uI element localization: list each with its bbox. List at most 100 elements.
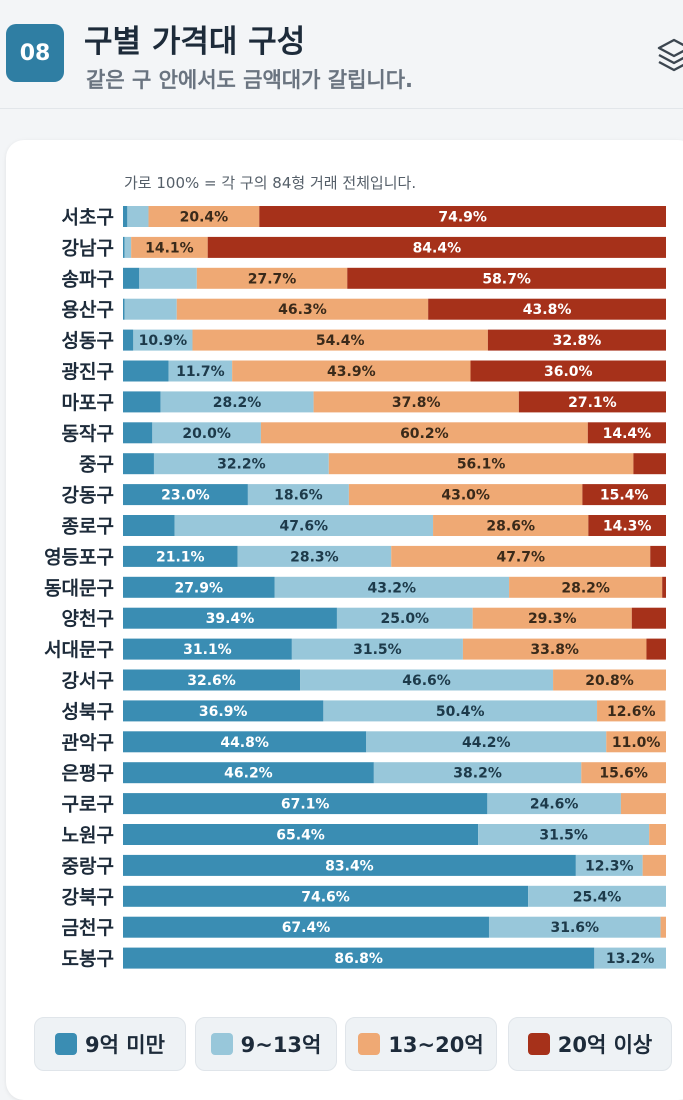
category-label: 양천구 [62,608,114,630]
data-label: 11.0% [612,735,661,751]
category-label: 노원구 [62,825,114,847]
bar-segment [597,700,666,722]
bar-segment [650,545,666,567]
data-label: 44.2% [462,735,511,751]
bar-segment [123,298,125,320]
bar-segment [660,916,666,938]
bar-segment [123,484,248,506]
bar-segment [291,638,463,660]
data-label: 15.4% [600,488,649,504]
legend-swatch [358,1033,381,1055]
bar-segment [131,236,208,258]
bar-segment [123,206,128,227]
legend-label: 20억 이상 [557,1033,653,1057]
data-label: 32.6% [187,673,236,689]
data-label: 24.6% [530,797,579,813]
bar-segment [148,206,260,227]
legend-item-9-13: 9~13억 [195,1017,337,1071]
bar-segment [336,607,473,629]
bar-segment [123,885,529,907]
bar-segment [646,638,666,660]
data-label: 28.6% [486,519,535,535]
category-label: 영등포구 [44,546,114,568]
bar-segment [192,329,488,351]
category-label: 서초구 [62,207,114,229]
data-label: 65.4% [276,828,325,844]
bar-segment [300,669,554,691]
bar-segment [642,854,666,876]
bar-segment [168,360,233,382]
bar-segment [123,453,154,475]
section-number-badge: 08 [6,24,64,82]
data-label: 15.6% [599,766,648,782]
bar-segment [123,638,292,660]
data-label: 12.6% [607,704,656,720]
bar-segment [123,545,238,567]
bar-segment [160,391,314,413]
bar-segment [649,824,666,845]
data-label: 86.8% [334,951,383,967]
page-header: 08 구별 가격대 구성 같은 구 안에서도 금액대가 갈립니다. [0,0,683,109]
bar-segment [127,206,149,227]
data-label: 67.4% [282,920,331,936]
bar-segment [328,453,634,475]
bar-segment [391,545,651,567]
bar-segment [606,731,666,753]
data-label: 21.1% [156,549,205,565]
category-label: 강남구 [62,237,114,259]
data-label: 20.0% [182,426,231,442]
data-label: 20.4% [180,210,229,226]
bar-segment [274,576,510,598]
bar-segment [581,762,666,784]
bar-segment [237,545,392,567]
bar-segment [123,762,374,784]
bar-segment [462,638,647,660]
bar-segment [631,607,666,629]
bar-segment [582,484,666,506]
data-label: 27.1% [568,395,617,411]
data-label: 46.6% [402,673,451,689]
bar-segment [528,885,666,907]
data-label: 46.2% [224,766,273,782]
bar-segment [139,267,197,289]
legend-item-under-9: 9억 미만 [34,1017,186,1071]
data-label: 27.7% [248,271,297,287]
bar-segment [470,360,666,382]
bar-segment [123,700,324,722]
bar-segment [575,854,643,876]
data-label: 47.7% [496,549,545,565]
bar-segment [428,298,666,320]
category-label: 관악구 [62,732,114,754]
bar-segment [588,515,666,536]
data-label: 10.9% [139,333,188,349]
data-label: 28.2% [561,580,610,596]
category-label: 송파구 [62,268,114,290]
data-label: 39.4% [206,611,255,627]
bar-segment [153,453,329,475]
bar-segment [553,669,666,691]
data-label: 33.8% [530,642,579,658]
bar-segment [123,236,125,258]
data-label: 25.0% [381,611,430,627]
bar-segment [124,298,177,320]
bar-segment [366,731,607,753]
bar-segment [123,515,175,536]
category-label: 마포구 [62,392,114,414]
bar-segment [123,947,595,969]
legend-label: 9~13억 [240,1033,322,1057]
bar-segment [472,607,632,629]
bar-segment [123,854,576,876]
bar-segment [259,206,666,227]
category-label: 중구 [79,454,114,476]
bar-segment [260,422,588,444]
data-label: 58.7% [482,271,531,287]
bar-segment [123,360,169,382]
data-label: 36.0% [544,364,593,380]
bar-segment [196,267,348,289]
category-label: 성북구 [62,701,114,723]
data-label: 31.6% [550,920,599,936]
data-label: 43.8% [523,302,572,318]
data-label: 14.1% [145,240,194,256]
data-label: 25.4% [573,889,622,905]
layers-icon[interactable] [656,34,683,74]
